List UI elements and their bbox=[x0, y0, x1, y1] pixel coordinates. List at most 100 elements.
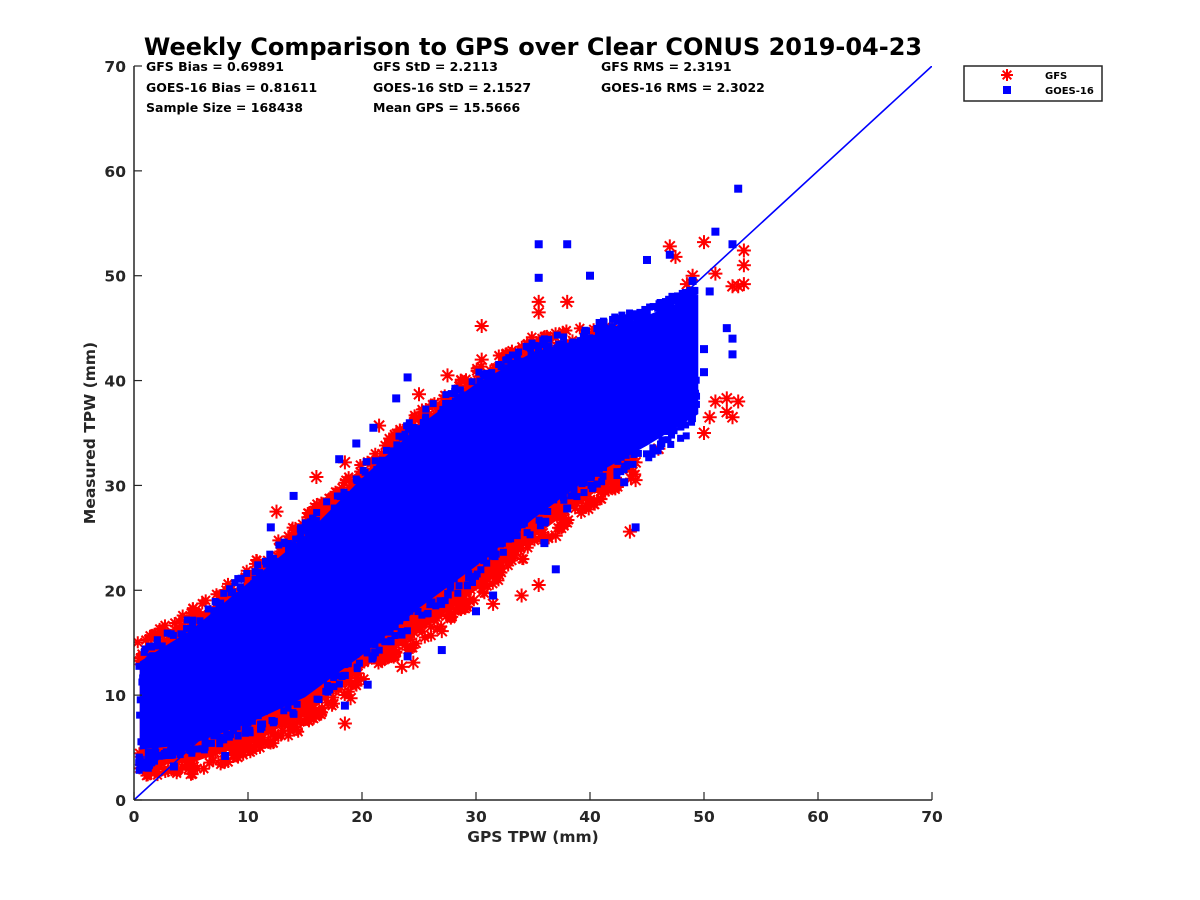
goes16-point bbox=[682, 294, 690, 302]
goes16-point bbox=[481, 550, 489, 558]
gfs-point bbox=[269, 504, 284, 519]
gfs-point bbox=[622, 524, 637, 539]
goes16-point bbox=[579, 469, 587, 477]
goes16-point bbox=[151, 753, 159, 761]
goes16-point bbox=[560, 333, 568, 341]
goes16-point bbox=[216, 635, 224, 643]
goes16-point bbox=[646, 416, 654, 424]
goes16-point bbox=[646, 303, 654, 311]
goes16-point bbox=[188, 690, 196, 698]
goes16-point bbox=[371, 457, 379, 465]
goes16-point bbox=[588, 430, 596, 438]
goes16-point bbox=[586, 334, 594, 342]
goes16-point bbox=[270, 673, 278, 681]
goes16-point bbox=[301, 519, 309, 527]
goes16-point bbox=[486, 486, 494, 494]
legend-goes16-marker bbox=[1003, 86, 1011, 94]
goes16-point bbox=[381, 578, 389, 586]
goes16-point bbox=[688, 276, 697, 285]
goes16-point bbox=[662, 308, 670, 316]
goes16-point bbox=[334, 592, 342, 600]
gfs-point bbox=[569, 502, 582, 515]
x-tick-label: 20 bbox=[351, 808, 373, 826]
goes16-point bbox=[499, 499, 507, 507]
goes16-point bbox=[663, 427, 671, 435]
goes16-point bbox=[520, 432, 528, 440]
goes16-point bbox=[677, 408, 685, 416]
goes16-point bbox=[236, 583, 244, 591]
x-tick-label: 30 bbox=[465, 808, 487, 826]
goes16-point bbox=[536, 522, 544, 530]
goes16-point bbox=[578, 414, 586, 422]
gfs-point bbox=[271, 550, 284, 563]
goes16-point bbox=[668, 431, 676, 439]
gfs-point bbox=[697, 235, 711, 250]
goes16-point bbox=[353, 596, 361, 604]
gfs-point bbox=[372, 418, 387, 433]
gfs-point bbox=[708, 266, 723, 281]
goes16-point bbox=[272, 701, 280, 709]
goes16-point bbox=[309, 514, 317, 522]
goes16-point bbox=[547, 446, 555, 454]
goes16-point bbox=[218, 725, 226, 733]
goes16-point bbox=[358, 572, 366, 580]
goes16-point bbox=[346, 496, 354, 504]
goes16-point bbox=[486, 549, 494, 557]
goes16-point bbox=[722, 324, 731, 333]
goes16-point bbox=[323, 498, 331, 506]
gfs-point bbox=[517, 528, 530, 541]
gfs-point bbox=[427, 612, 440, 625]
goes16-point bbox=[167, 630, 175, 638]
goes16-point bbox=[434, 562, 442, 570]
goes16-point bbox=[137, 738, 145, 746]
gfs-point bbox=[197, 762, 210, 775]
goes16-point bbox=[175, 639, 183, 647]
gfs-point bbox=[340, 675, 353, 688]
goes16-point bbox=[577, 428, 585, 436]
goes16-point bbox=[653, 319, 661, 327]
goes16-point bbox=[266, 559, 274, 567]
gfs-point bbox=[573, 322, 586, 335]
gfs-point bbox=[145, 631, 158, 644]
goes16-point bbox=[615, 412, 623, 420]
goes16-point bbox=[152, 748, 160, 756]
goes16-point bbox=[264, 625, 272, 633]
goes16-point bbox=[228, 720, 236, 728]
goes16-point bbox=[488, 490, 496, 498]
goes16-point bbox=[352, 475, 360, 483]
gfs-point bbox=[230, 742, 243, 755]
goes16-point bbox=[425, 512, 433, 520]
goes16-point bbox=[413, 517, 421, 525]
goes16-point bbox=[336, 616, 344, 624]
goes16-point bbox=[236, 709, 244, 717]
goes16-point bbox=[238, 667, 246, 675]
gfs-point bbox=[190, 607, 203, 620]
gfs-point bbox=[353, 652, 366, 665]
goes16-point bbox=[387, 638, 395, 646]
goes16-point bbox=[677, 350, 686, 359]
gfs-point bbox=[492, 349, 505, 362]
goes16-point bbox=[493, 436, 501, 444]
goes16-point bbox=[207, 739, 215, 747]
goes16-point bbox=[258, 580, 266, 588]
gfs-point bbox=[316, 706, 329, 719]
goes16-point bbox=[612, 332, 620, 340]
goes16-point bbox=[267, 633, 275, 641]
goes16-point bbox=[249, 589, 257, 597]
goes16-point bbox=[475, 523, 483, 531]
legend-box bbox=[963, 65, 1103, 102]
goes16-point bbox=[360, 583, 368, 591]
gfs-point bbox=[531, 578, 546, 593]
gfs-point bbox=[454, 374, 467, 387]
goes16-point bbox=[511, 460, 519, 468]
goes16-point bbox=[595, 348, 603, 356]
goes16-point bbox=[663, 378, 671, 386]
goes16-point bbox=[535, 516, 543, 524]
goes16-point bbox=[233, 595, 241, 603]
goes16-point bbox=[187, 634, 195, 642]
legend: GFS GOES-16 bbox=[963, 65, 1103, 102]
y-axis-label: Measured TPW (mm) bbox=[81, 342, 99, 524]
goes16-point bbox=[146, 754, 154, 762]
goes16-point bbox=[269, 554, 277, 562]
gfs-point bbox=[457, 585, 472, 600]
